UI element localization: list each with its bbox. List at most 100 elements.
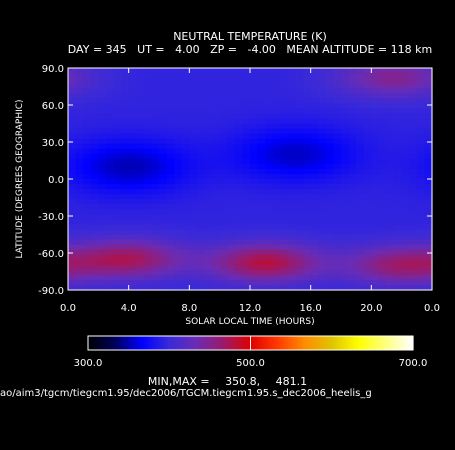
heatmap-cell — [250, 274, 259, 281]
heatmap-cell — [98, 158, 107, 165]
heatmap-cell — [295, 148, 304, 155]
heatmap-cell — [341, 254, 350, 261]
heatmap-cell — [174, 163, 183, 170]
heatmap-cell — [280, 153, 289, 160]
heatmap-cell — [257, 68, 266, 74]
heatmap-cell — [386, 284, 395, 291]
heatmap-cell — [75, 184, 84, 190]
heatmap-cell — [409, 229, 418, 236]
heatmap-cell — [394, 229, 403, 236]
heatmap-cell — [424, 158, 433, 165]
heatmap-cell — [113, 163, 122, 170]
heatmap-cell — [409, 189, 418, 195]
heatmap-cell — [394, 173, 403, 180]
heatmap-cell — [272, 88, 281, 94]
heatmap-cell — [333, 224, 342, 231]
heatmap-cell — [181, 274, 190, 281]
heatmap-cell — [394, 214, 403, 220]
heatmap-cell — [174, 179, 183, 185]
heatmap-cell — [166, 214, 175, 220]
heatmap-cell — [90, 254, 99, 261]
heatmap-cell — [303, 93, 312, 99]
heatmap-cell — [174, 279, 183, 286]
heatmap-cell — [371, 284, 380, 291]
colorbar-segment — [313, 336, 317, 350]
heatmap-cell — [166, 204, 175, 210]
heatmap-cell — [318, 194, 327, 200]
heatmap-cell — [257, 204, 266, 210]
heatmap-cell — [409, 249, 418, 256]
heatmap-cell — [272, 259, 281, 266]
heatmap-cell — [416, 148, 426, 155]
heatmap-cell — [121, 83, 130, 89]
heatmap-cell — [159, 98, 168, 104]
heatmap-cell — [401, 209, 410, 215]
heatmap-cell — [166, 73, 175, 79]
heatmap-cell — [68, 148, 77, 155]
heatmap-cell — [68, 189, 77, 195]
heatmap-cell — [348, 123, 357, 130]
heatmap-cell — [83, 108, 92, 115]
heatmap-cell — [287, 168, 297, 175]
heatmap-cell — [68, 194, 77, 200]
heatmap-cell — [136, 189, 145, 195]
heatmap-cell — [128, 73, 137, 79]
heatmap-cell — [250, 229, 259, 236]
heatmap-cell — [113, 88, 122, 94]
heatmap-cell — [174, 259, 183, 266]
heatmap-cell — [265, 83, 274, 89]
heatmap-cell — [325, 78, 335, 84]
heatmap-cell — [295, 279, 304, 286]
heatmap-cell — [409, 113, 418, 120]
heatmap-cell — [265, 189, 274, 195]
heatmap-cell — [325, 264, 335, 271]
heatmap-cell — [227, 158, 236, 165]
heatmap-cell — [310, 189, 319, 195]
heatmap-cell — [416, 214, 426, 220]
heatmap-cell — [409, 209, 418, 215]
heatmap-cell — [242, 229, 251, 236]
heatmap-cell — [234, 158, 244, 165]
heatmap-cell — [303, 173, 312, 180]
heatmap-cell — [212, 189, 221, 195]
heatmap-cell — [174, 103, 183, 109]
heatmap-cell — [90, 204, 99, 210]
heatmap-cell — [356, 179, 365, 185]
heatmap-cell — [204, 173, 213, 180]
heatmap-cell — [394, 284, 403, 291]
heatmap-cell — [333, 189, 342, 195]
heatmap-cell — [424, 78, 433, 84]
heatmap-cell — [371, 229, 380, 236]
heatmap-cell — [151, 264, 160, 271]
colorbar-tick-label: 300.0 — [74, 358, 103, 369]
heatmap-cell — [371, 133, 380, 140]
heatmap-cell — [265, 234, 274, 241]
heatmap-cell — [363, 138, 372, 145]
heatmap-cell — [250, 153, 259, 160]
heatmap-cell — [416, 269, 426, 276]
heatmap-cell — [416, 88, 426, 94]
heatmap-cell — [98, 284, 107, 291]
heatmap-cell — [189, 244, 198, 251]
heatmap-cell — [204, 133, 213, 140]
heatmap-cell — [143, 108, 153, 115]
heatmap-cell — [341, 163, 350, 170]
heatmap-cell — [75, 194, 84, 200]
heatmap-cell — [250, 189, 259, 195]
heatmap-cell — [68, 179, 77, 185]
heatmap-cell — [409, 179, 418, 185]
heatmap-cell — [227, 148, 236, 155]
heatmap-cell — [424, 68, 433, 74]
heatmap-cell — [181, 88, 190, 94]
heatmap-cell — [212, 214, 221, 220]
heatmap-cell — [303, 254, 312, 261]
heatmap-cell — [371, 73, 380, 79]
heatmap-cell — [121, 163, 130, 170]
heatmap-cell — [424, 93, 433, 99]
heatmap-cell — [348, 234, 357, 241]
heatmap-cell — [98, 93, 107, 99]
heatmap-cell — [151, 274, 160, 281]
heatmap-cell — [265, 153, 274, 160]
heatmap-cell — [128, 234, 137, 241]
heatmap-cell — [310, 259, 319, 266]
